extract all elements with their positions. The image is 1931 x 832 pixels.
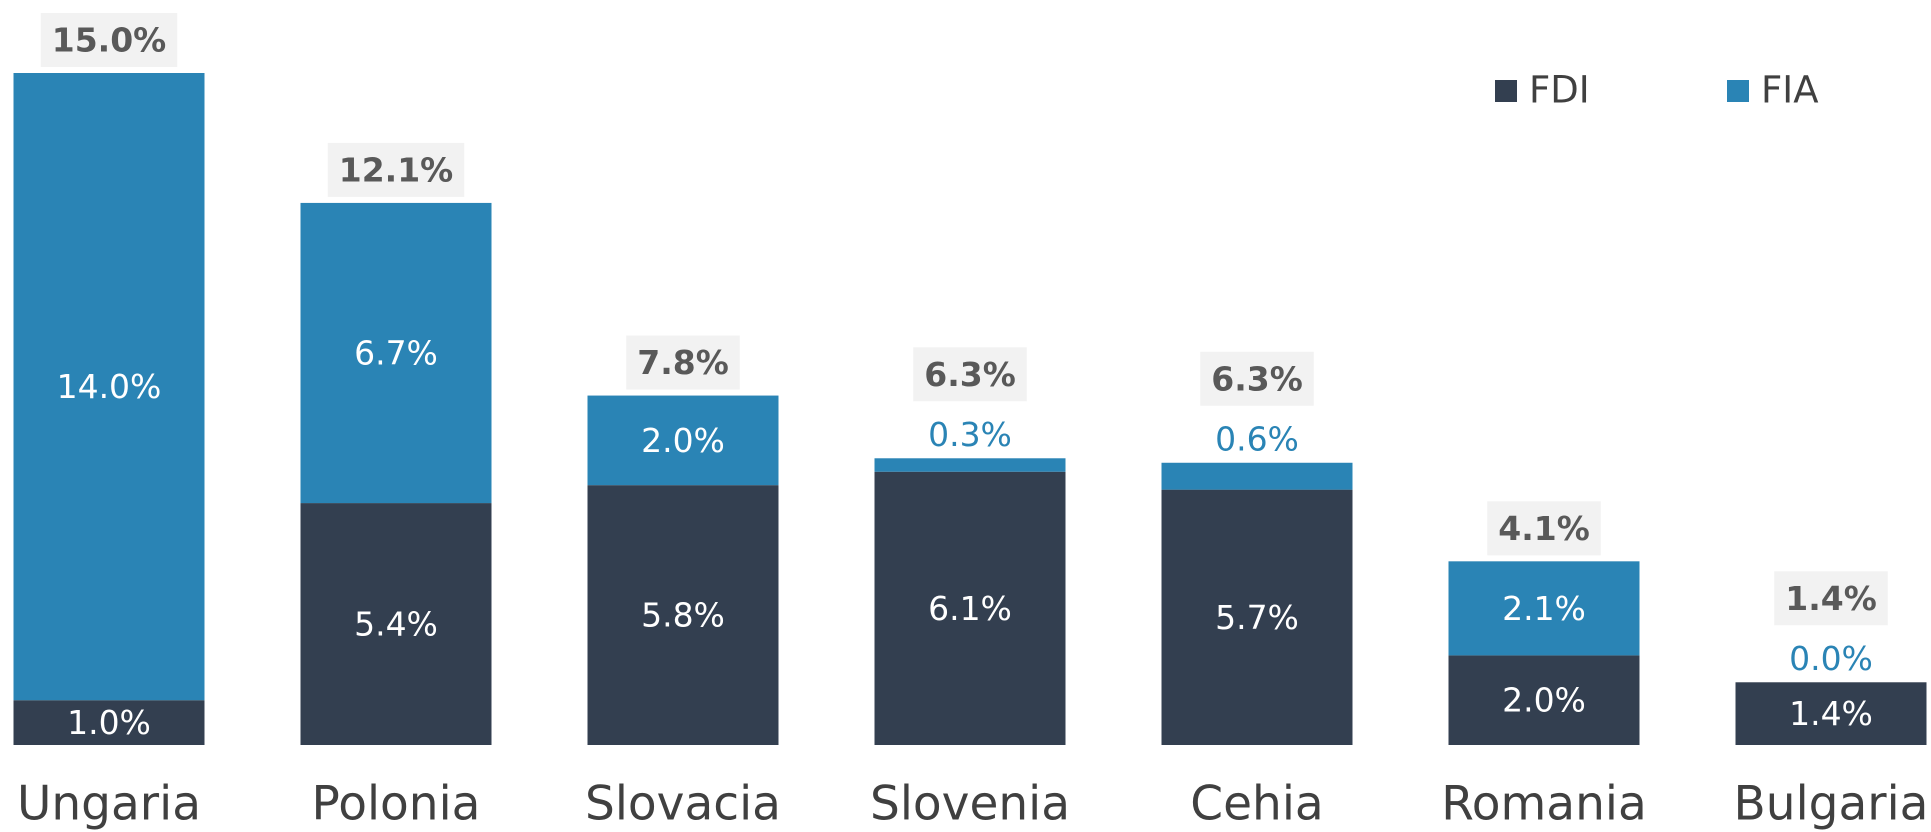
category-label: Slovenia [870,777,1070,832]
category-label: Slovacia [585,777,781,832]
total-label-bg [1487,501,1601,556]
total-label: 6.3% [1211,359,1303,398]
value-label: 6.1% [928,589,1012,628]
category-label: Romania [1441,777,1647,832]
total-label-bg [1200,351,1314,406]
total-label-bg [1774,571,1888,626]
legend-label: FDI [1529,69,1590,112]
value-label: 5.7% [1215,598,1299,637]
total-label-bg [913,347,1027,402]
total-label-bg [626,335,740,390]
category-label: Ungaria [17,777,201,832]
total-label-bg [327,142,465,197]
bar-segment [874,471,1066,745]
value-label: 5.8% [641,596,725,635]
legend-swatch [1495,80,1517,102]
category-label: Polonia [312,777,481,832]
bar-segment [587,395,779,486]
value-label: 2.0% [641,421,725,460]
bar-segment [874,458,1066,472]
bar-segment [587,485,779,745]
legend-label: FIA [1761,69,1819,112]
total-label: 1.4% [1785,579,1877,618]
value-label: 1.4% [1789,694,1873,733]
bar-segment [1735,682,1927,745]
total-label: 15.0% [52,21,167,60]
value-label: 0.0% [1789,639,1873,678]
value-label: 2.1% [1502,589,1586,628]
value-label: 14.0% [57,367,162,406]
bar-segment [13,73,205,701]
legend-swatch [1727,80,1749,102]
value-label: 1.0% [67,703,151,742]
total-label: 6.3% [924,355,1016,394]
value-label: 0.6% [1215,419,1299,458]
value-label: 2.0% [1502,681,1586,720]
bar-segment [300,202,492,504]
value-label: 5.4% [354,605,438,644]
category-label: Bulgaria [1734,777,1929,832]
total-label: 4.1% [1498,509,1590,548]
value-label: 6.7% [354,334,438,373]
value-label: 0.3% [928,415,1012,454]
bar-segment [1448,655,1640,745]
total-label: 7.8% [637,343,729,382]
category-label: Cehia [1190,777,1323,832]
bar-segment [1448,561,1640,656]
total-label: 12.1% [339,150,454,189]
total-label-bg [40,13,178,67]
bar-segment [1161,489,1353,745]
bar-segment [300,503,492,745]
bar-segment [13,700,205,745]
bar-segment [1161,462,1353,490]
